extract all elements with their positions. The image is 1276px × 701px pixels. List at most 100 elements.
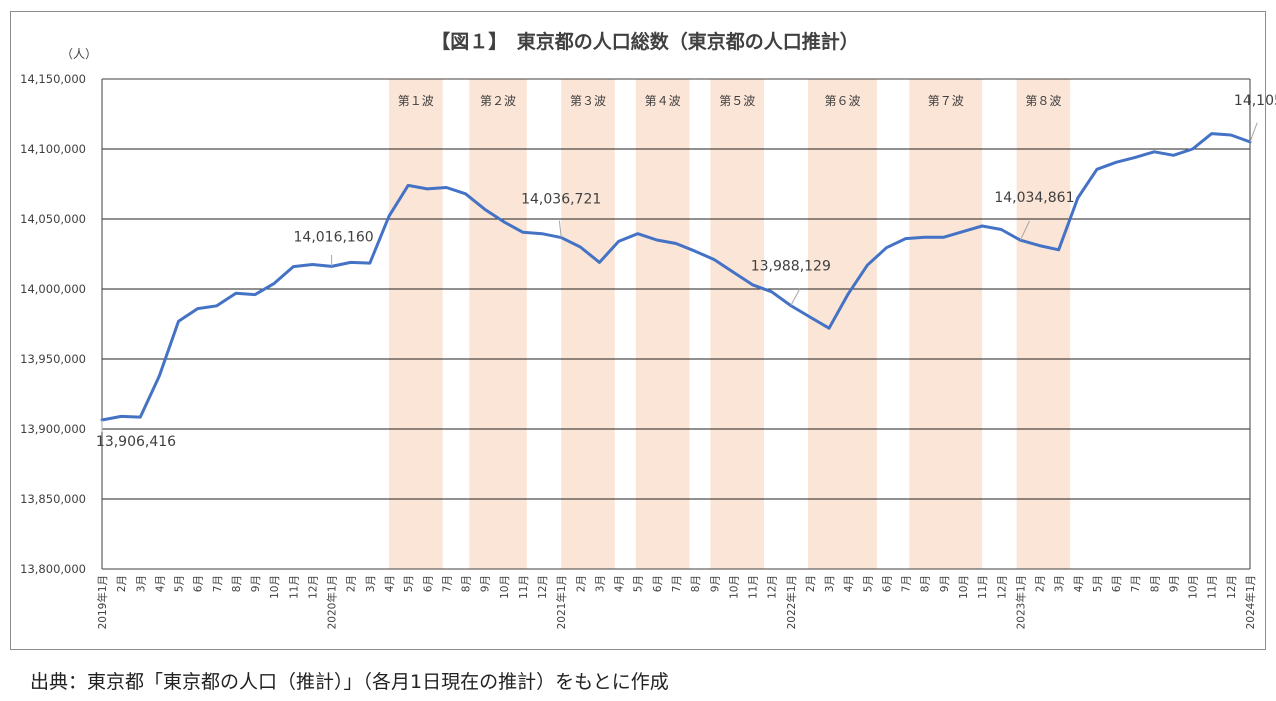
x-tick-label: 5月 (1092, 575, 1104, 592)
annotation-leader (790, 288, 801, 306)
x-tick-label: 4月 (1073, 575, 1085, 592)
wave-band-label: 第６波 (824, 94, 860, 108)
annotation-label: 14,036,721 (521, 192, 601, 208)
series-layer (100, 132, 1252, 422)
wave-bands: 第１波 第２波 第３波 第４波 第５波 第６波 第７波 第８波 (389, 79, 1071, 569)
x-tick-label: 2月 (116, 575, 128, 592)
y-tick-label: 14,100,000 (20, 142, 86, 156)
x-tick-label: 3月 (824, 575, 836, 592)
wave-band (389, 79, 443, 569)
y-tick-label: 13,800,000 (20, 562, 86, 576)
x-tick-label: 6月 (652, 575, 664, 592)
x-tick-label: 11月 (1207, 575, 1219, 599)
wave-band-label: 第８波 (1025, 94, 1061, 108)
x-tick-label: 2月 (346, 575, 358, 592)
x-tick-label: 8月 (231, 575, 243, 592)
x-tick-label: 7月 (212, 575, 224, 592)
wave-band (710, 79, 765, 569)
chart-title: 【図１】 東京都の人口総数（東京都の人口推計） (431, 30, 859, 53)
data-annotations: 13,906,416 14,016,160 14,036,721 13,988,129… (96, 93, 1276, 450)
x-tick-label: 11月 (748, 575, 760, 599)
x-tick-label: 8月 (1149, 575, 1161, 592)
x-tick-label: 11月 (518, 575, 530, 599)
wave-band (469, 79, 527, 569)
x-tick-label: 11月 (977, 575, 989, 599)
wave-band (909, 79, 983, 569)
x-tick-label: 11月 (288, 575, 300, 599)
y-tick-label: 13,950,000 (20, 352, 86, 366)
x-tick-label: 2月 (575, 575, 587, 592)
x-tick-label: 10月 (1188, 575, 1200, 599)
wave-band (808, 79, 877, 569)
x-tick-label: 12月 (996, 575, 1008, 599)
x-tick-label: 12月 (767, 575, 779, 599)
x-tick-label: 12月 (537, 575, 549, 599)
x-tick-label: 7月 (1130, 575, 1142, 592)
wave-band-label: 第３波 (570, 94, 606, 108)
annotation-label: 14,105,098 (1234, 93, 1276, 109)
wave-band-label: 第７波 (928, 94, 964, 108)
x-tick-label: 5月 (633, 575, 645, 592)
x-tick-label: 7月 (901, 575, 913, 592)
x-tick-label: 4月 (614, 575, 626, 592)
x-tick-label: 10月 (958, 575, 970, 599)
wave-band-label: 第５波 (719, 94, 755, 108)
x-tick-label: 10月 (728, 575, 740, 599)
x-tick-label: 8月 (461, 575, 473, 592)
annotation-label: 13,906,416 (96, 434, 176, 450)
x-tick-label: 12月 (307, 575, 319, 599)
x-tick-label: 2022年1月 (785, 575, 798, 629)
wave-band-label: 第１波 (398, 94, 434, 108)
annotation-leader (558, 220, 562, 238)
y-tick-label: 14,000,000 (20, 282, 86, 296)
x-tick-label: 2023年1月 (1014, 575, 1027, 629)
annotation-label: 13,988,129 (751, 259, 831, 275)
x-tick-label: 12月 (1226, 575, 1238, 599)
y-axis-ticks: 13,800,000 13,850,000 13,900,000 13,950,000… (20, 72, 86, 576)
wave-band-label: 第２波 (480, 94, 516, 108)
wave-band-label: 第４波 (645, 94, 681, 108)
x-tick-label: 2019年1月 (96, 575, 109, 629)
x-tick-label: 2月 (1035, 575, 1047, 592)
x-tick-label: 6月 (193, 575, 205, 592)
annotation-label: 14,034,861 (994, 190, 1074, 206)
x-tick-label: 8月 (920, 575, 932, 592)
y-tick-label: 13,900,000 (20, 422, 86, 436)
annotation-leader (1019, 220, 1030, 241)
x-tick-label: 5月 (862, 575, 874, 592)
gridlines (101, 78, 1251, 570)
x-tick-label: 7月 (441, 575, 453, 592)
x-axis-ticks: 2019年1月 2月 3月 4月 5月 6月 7月 8月 9月 10月 11月 12月 2020年1月 2… (96, 575, 1257, 629)
x-tick-label: 2020年1月 (326, 575, 339, 629)
x-tick-label: 10月 (499, 575, 511, 599)
x-tick-label: 3月 (1054, 575, 1066, 592)
x-tick-label: 9月 (939, 575, 951, 592)
annotation-label: 14,016,160 (294, 229, 374, 245)
y-tick-label: 14,050,000 (20, 212, 86, 226)
x-tick-label: 10月 (269, 575, 281, 599)
wave-band (1016, 79, 1071, 569)
x-tick-label: 9月 (480, 575, 492, 592)
population-series-line (100, 132, 1252, 422)
y-tick-label: 14,150,000 (20, 72, 86, 86)
x-tick-label: 4月 (843, 575, 855, 592)
annotation-leader (1249, 122, 1258, 143)
x-tick-label: 7月 (671, 575, 683, 592)
x-tick-label: 5月 (174, 575, 186, 592)
x-tick-label: 8月 (690, 575, 702, 592)
x-tick-label: 2024年1月 (1244, 575, 1257, 629)
x-tick-label: 9月 (250, 575, 262, 592)
x-tick-label: 9月 (709, 575, 721, 592)
x-tick-label: 3月 (135, 575, 147, 592)
x-tick-label: 6月 (422, 575, 434, 592)
x-tick-label: 6月 (881, 575, 893, 592)
y-axis-unit-label: （人） (61, 47, 97, 61)
x-tick-label: 2021年1月 (555, 575, 568, 629)
x-tick-label: 3月 (594, 575, 606, 592)
y-tick-label: 13,850,000 (20, 492, 86, 506)
x-tick-label: 9月 (1168, 575, 1180, 592)
x-tick-label: 4月 (154, 575, 166, 592)
x-tick-label: 2月 (805, 575, 817, 592)
x-tick-label: 3月 (365, 575, 377, 592)
wave-band (635, 79, 690, 569)
